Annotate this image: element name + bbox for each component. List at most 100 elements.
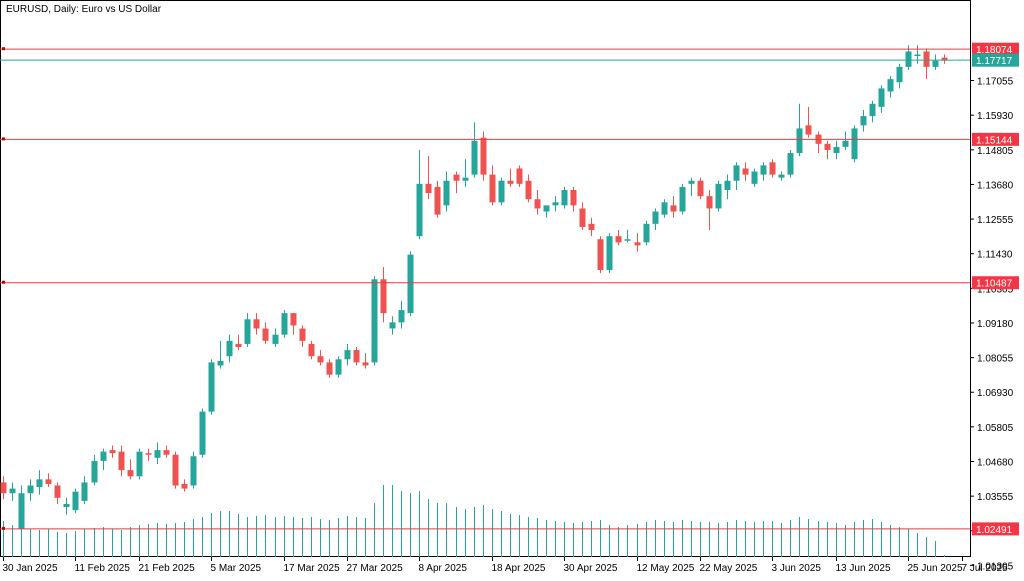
candle-body bbox=[634, 242, 641, 246]
candle-body bbox=[145, 453, 152, 455]
candle-body bbox=[63, 503, 70, 508]
candle bbox=[534, 189, 541, 215]
date-tick-label: 27 Mar 2025 bbox=[347, 563, 404, 574]
date-tick-label: 5 Mar 2025 bbox=[211, 563, 262, 574]
candle-body bbox=[154, 450, 161, 458]
candle-body bbox=[91, 460, 98, 483]
candle bbox=[715, 180, 722, 212]
candle bbox=[299, 325, 306, 347]
candle-body bbox=[805, 125, 812, 135]
candle bbox=[570, 186, 577, 212]
candle-body bbox=[326, 362, 333, 375]
candle-body bbox=[615, 236, 622, 243]
candle bbox=[235, 334, 242, 351]
candle bbox=[706, 189, 713, 231]
candle bbox=[507, 168, 514, 187]
candle bbox=[688, 177, 695, 197]
candle-body bbox=[217, 360, 224, 366]
candle-body bbox=[244, 319, 251, 344]
candle-body bbox=[724, 180, 731, 190]
candle bbox=[199, 408, 206, 458]
candle-body bbox=[36, 479, 43, 488]
date-tick-label: 30 Jan 2025 bbox=[3, 563, 58, 574]
candle-body bbox=[851, 128, 858, 160]
candle-body bbox=[914, 54, 921, 57]
candle bbox=[552, 196, 559, 212]
horizontal-lines bbox=[0, 47, 970, 530]
candle-body bbox=[480, 137, 487, 175]
candle-body bbox=[389, 322, 396, 329]
price-tick-label: 1.11430 bbox=[977, 250, 1013, 261]
candle-body bbox=[670, 205, 677, 212]
candle-body bbox=[624, 239, 631, 241]
candle-body bbox=[688, 180, 695, 184]
candle-body bbox=[570, 189, 577, 206]
candle-body bbox=[18, 493, 25, 529]
price-tick-label: 1.12555 bbox=[977, 215, 1014, 226]
price-tick-label: 1.04680 bbox=[977, 458, 1014, 469]
candle bbox=[36, 470, 43, 495]
candle-body bbox=[443, 180, 450, 206]
candle bbox=[878, 85, 885, 114]
candle bbox=[606, 233, 613, 274]
candle bbox=[0, 476, 7, 500]
candle-body bbox=[100, 451, 107, 461]
candle-body bbox=[932, 60, 939, 67]
candle-body bbox=[923, 51, 930, 67]
candle-body bbox=[742, 168, 749, 175]
candle bbox=[525, 174, 532, 203]
level-anchor-0 bbox=[2, 47, 5, 51]
date-axis: 30 Jan 2025 11 Feb 2025 21 Feb 2025 5 Mar 2… bbox=[3, 557, 1008, 574]
candle bbox=[272, 328, 279, 347]
candle bbox=[588, 217, 595, 237]
candle bbox=[335, 356, 342, 378]
candle bbox=[425, 156, 432, 200]
candle-body bbox=[172, 454, 179, 486]
candle-body bbox=[679, 186, 686, 212]
candle bbox=[842, 131, 849, 150]
candle bbox=[109, 445, 116, 458]
date-tick-label: 3 Jun 2025 bbox=[772, 563, 822, 574]
candle-body bbox=[941, 57, 948, 61]
date-tick-label: 30 Apr 2025 bbox=[564, 563, 618, 574]
candle-body bbox=[887, 79, 894, 92]
candle bbox=[217, 340, 224, 369]
level-price-label: 1.18074 bbox=[976, 45, 1013, 56]
candle bbox=[453, 171, 460, 194]
candle-body bbox=[290, 313, 297, 326]
candle-body bbox=[787, 153, 794, 175]
candle bbox=[579, 202, 586, 231]
candle bbox=[751, 168, 758, 187]
candle bbox=[163, 445, 170, 458]
candle bbox=[226, 334, 233, 363]
candle bbox=[290, 313, 297, 335]
candle-body bbox=[905, 51, 912, 67]
candle bbox=[471, 122, 478, 178]
candle-body bbox=[878, 88, 885, 107]
candle bbox=[833, 140, 840, 160]
date-tick-label: 22 May 2025 bbox=[700, 563, 758, 574]
date-tick-label: 25 Jun 2025 bbox=[908, 563, 963, 574]
candle bbox=[398, 300, 405, 329]
candle-body bbox=[344, 350, 351, 360]
candle-body bbox=[208, 362, 215, 412]
candle-body bbox=[507, 180, 514, 184]
price-tick-label: 1.17055 bbox=[977, 77, 1014, 88]
candle bbox=[63, 497, 70, 515]
candle-body bbox=[706, 196, 713, 209]
candle bbox=[127, 459, 134, 480]
candle-body bbox=[199, 411, 206, 455]
candle-body bbox=[869, 103, 876, 117]
price-tick-label: 1.06930 bbox=[977, 388, 1014, 399]
candle bbox=[815, 131, 822, 154]
candle bbox=[118, 445, 125, 477]
candle-body bbox=[181, 483, 188, 489]
candle-body bbox=[272, 334, 279, 344]
candle bbox=[443, 171, 450, 212]
candle-body bbox=[281, 313, 288, 335]
candle bbox=[543, 205, 550, 218]
level-price-label-box bbox=[972, 276, 1019, 290]
candle bbox=[353, 346, 360, 366]
